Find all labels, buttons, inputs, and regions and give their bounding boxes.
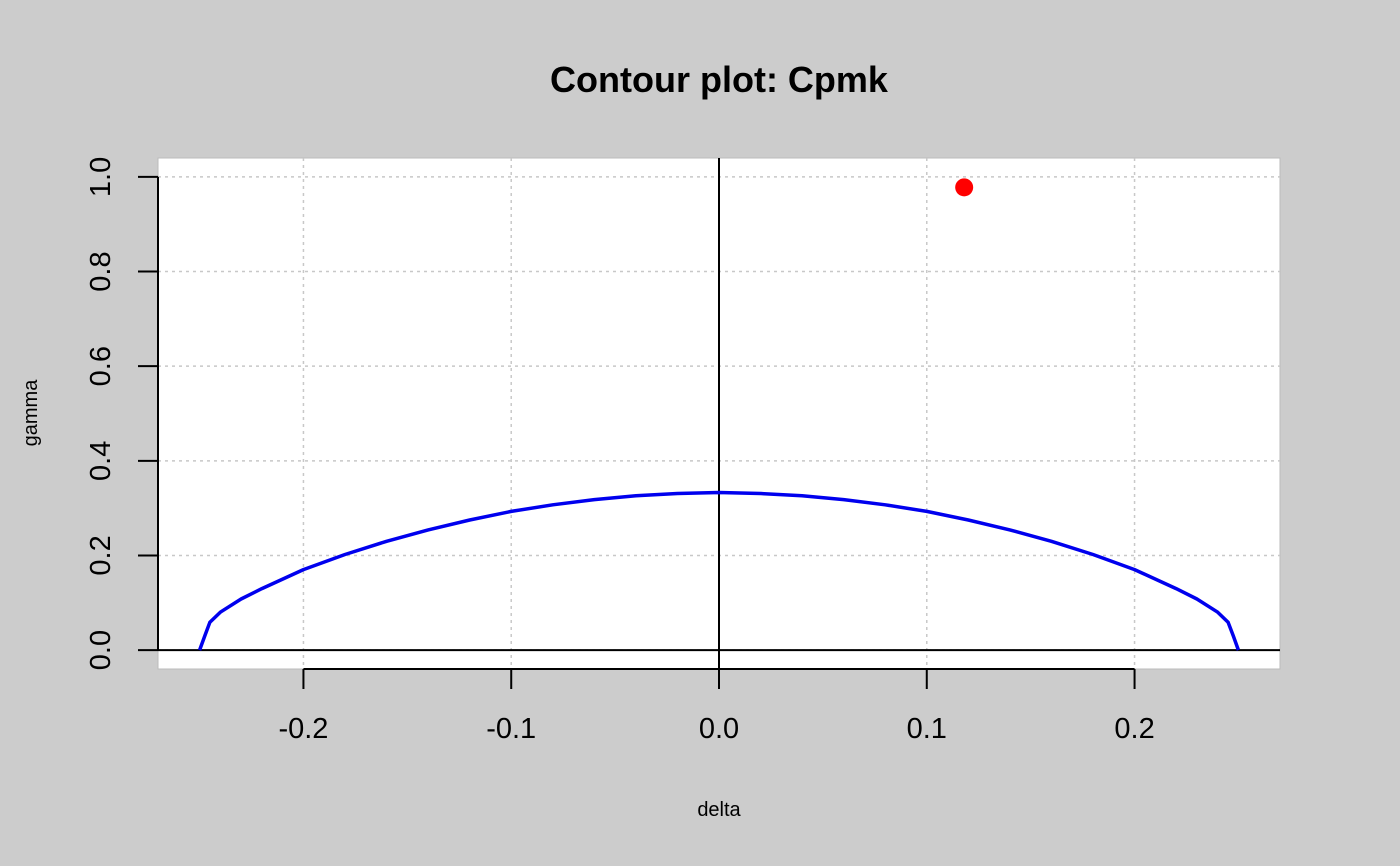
y-tick-label: 0.0	[85, 630, 117, 670]
chart-title: Contour plot: Cpmk	[550, 59, 889, 100]
data-point	[955, 178, 974, 197]
y-axis-label: gamma	[20, 379, 42, 447]
contour-line	[197, 490, 1241, 651]
reference-lines	[158, 158, 1280, 669]
axes: -0.2 -0.1 0.0 0.1 0.2 0.0 0.2 0.4 0.6 0.8 1.0	[85, 157, 1155, 745]
points-layer	[955, 178, 974, 197]
x-tick-label: -0.1	[486, 713, 536, 745]
series-layer	[197, 490, 1241, 651]
y-tick-label: 0.2	[85, 535, 117, 575]
x-tick-label: 0.2	[1114, 713, 1154, 745]
y-tick-label: 0.6	[85, 346, 117, 386]
x-tick-label: 0.1	[907, 713, 947, 745]
y-tick-label: 0.8	[85, 251, 117, 291]
x-tick-label: 0.0	[699, 713, 739, 745]
x-tick-label: -0.2	[278, 713, 328, 745]
y-tick-label: 0.4	[85, 441, 117, 481]
y-tick-label: 1.0	[85, 157, 117, 197]
x-axis-label: delta	[697, 799, 741, 821]
